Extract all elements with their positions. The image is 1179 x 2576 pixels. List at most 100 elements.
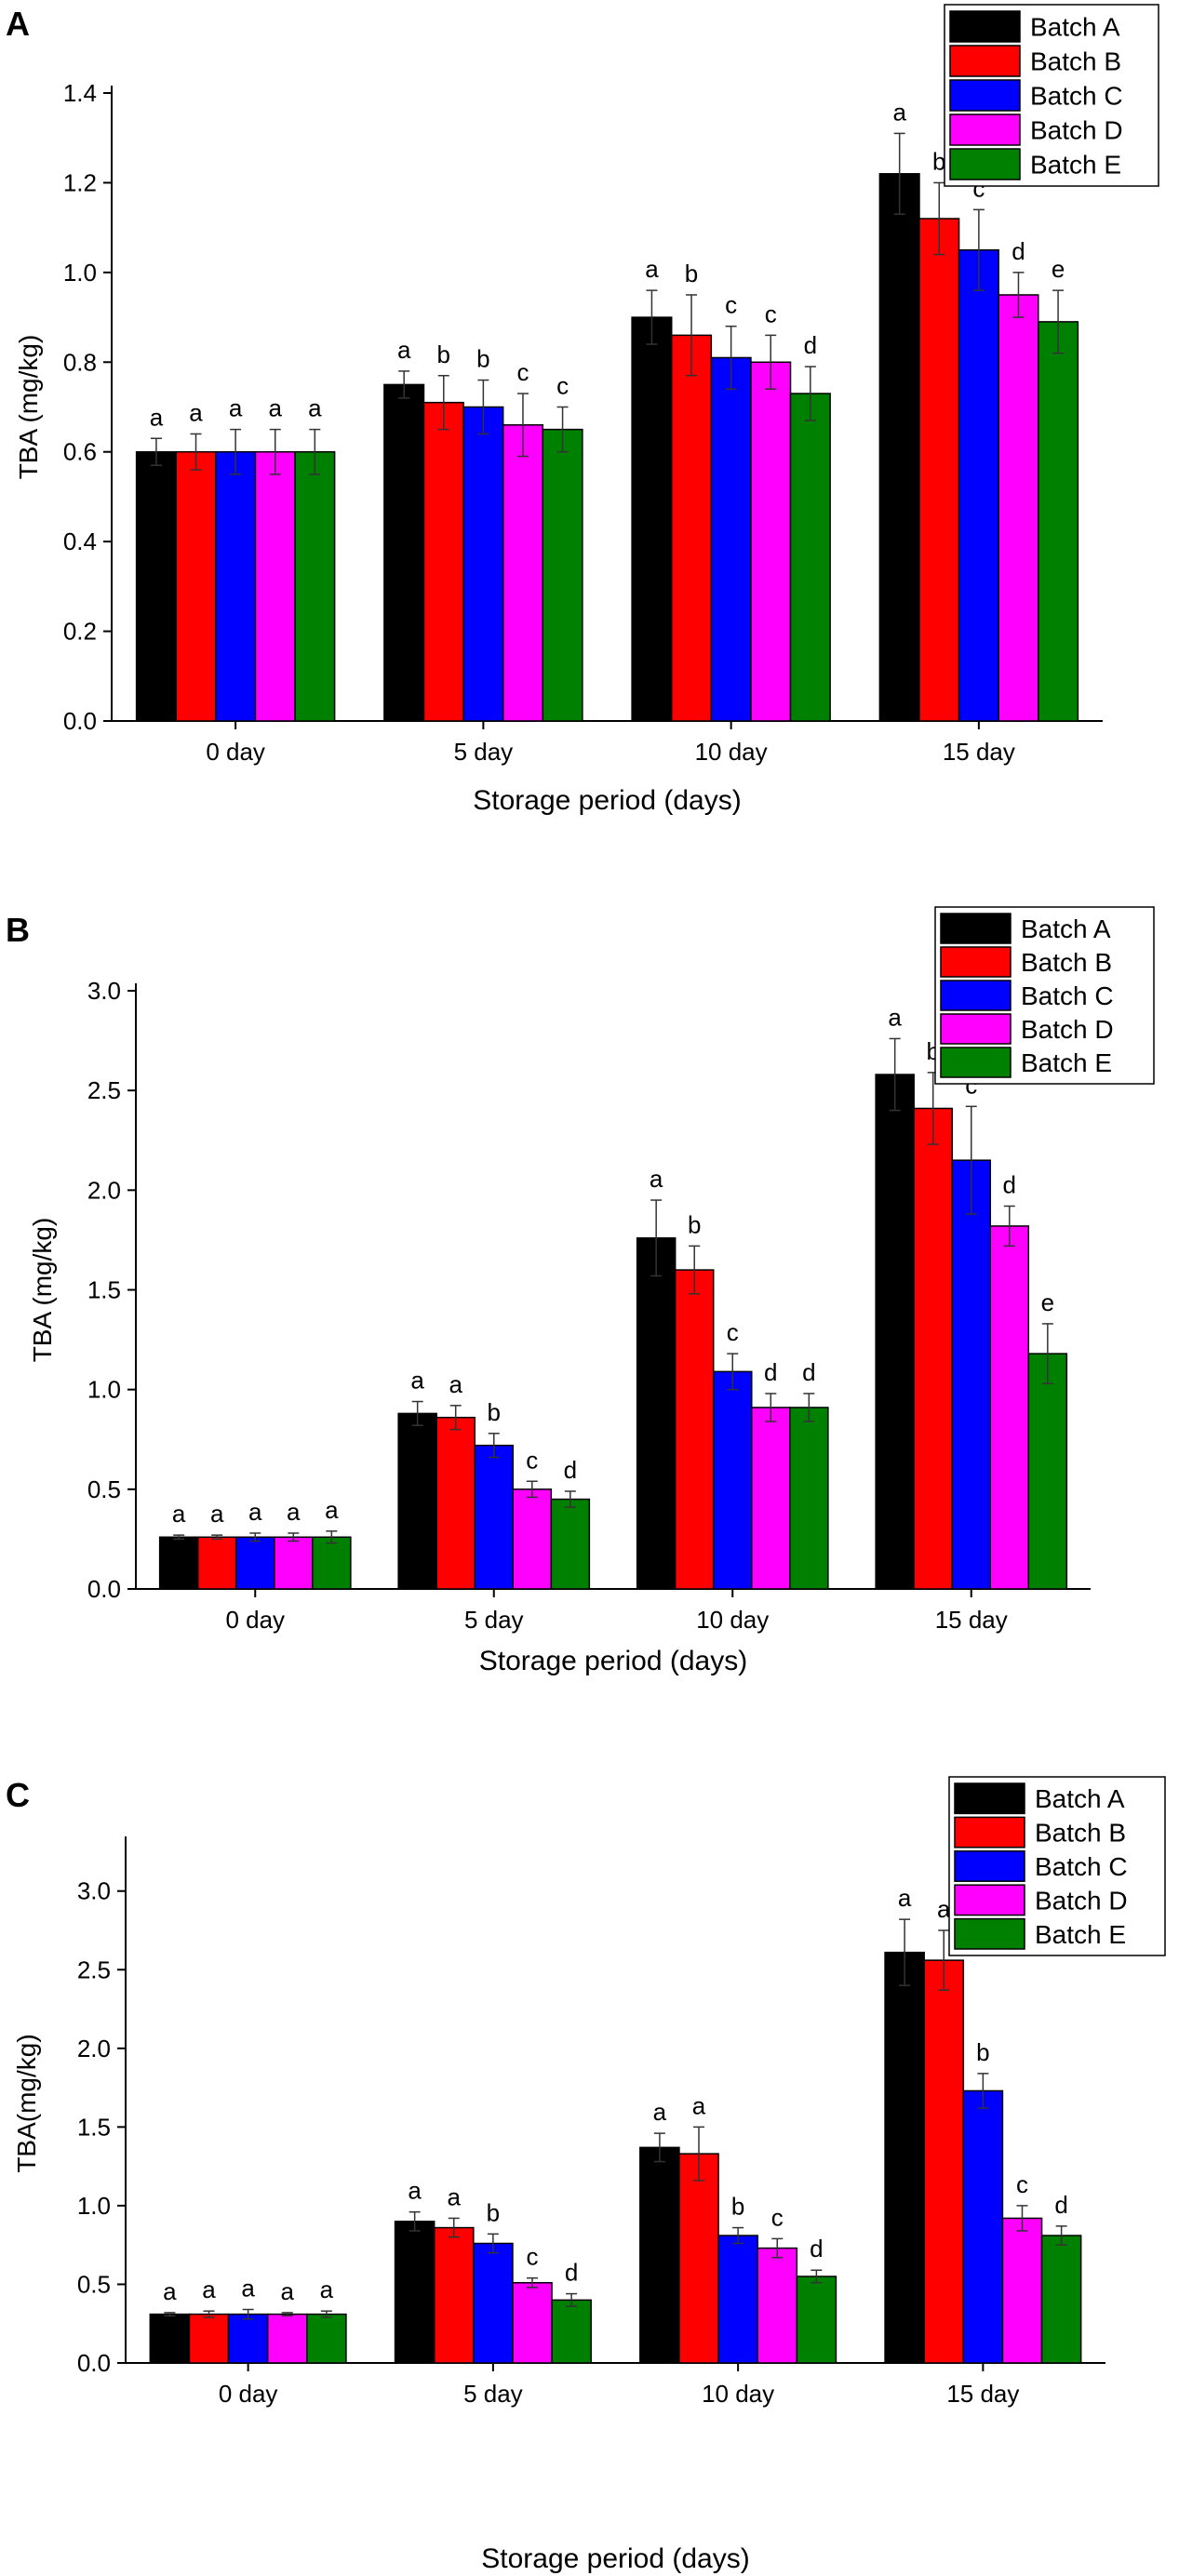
significance-letter: d [1003, 1170, 1016, 1198]
y-tick-label: 1.0 [87, 1376, 121, 1404]
y-tick-label: 3.0 [77, 1877, 111, 1905]
y-tick-label: 2.0 [87, 1176, 121, 1204]
bar-batch-a [135, 450, 177, 722]
x-tick-label: 15 day [943, 738, 1015, 766]
bar-batch-a [383, 383, 425, 722]
legend-label: Batch E [1030, 151, 1121, 180]
bar-batch-c [474, 1444, 515, 1590]
y-tick-label: 0.4 [63, 527, 97, 555]
bar-batch-a [394, 2221, 435, 2364]
bar-batch-e [789, 393, 831, 722]
bar-batch-d [1001, 2217, 1043, 2364]
legend-swatch [949, 45, 1021, 77]
significance-letter: a [397, 336, 411, 364]
x-tick-label: 10 day [695, 738, 768, 766]
significance-letter: b [437, 340, 450, 368]
x-tick-label: 5 day [463, 2380, 523, 2408]
bar-batch-a [639, 2146, 680, 2364]
legend-swatch [940, 946, 1012, 978]
y-tick-label: 1.0 [63, 259, 97, 287]
bar-batch-a [397, 1412, 437, 1590]
significance-letter: c [1016, 2170, 1028, 2198]
y-tick-label: 0.2 [63, 618, 97, 646]
significance-letter: a [172, 1500, 186, 1528]
legend-swatch [954, 1917, 1025, 1950]
y-tick-label: 2.5 [87, 1076, 121, 1104]
significance-letter: a [320, 2276, 334, 2303]
significance-letter: a [202, 2276, 216, 2303]
significance-letter: c [526, 1446, 538, 1474]
bar-batch-c [227, 2313, 269, 2364]
x-tick-label: 10 day [702, 2380, 774, 2408]
x-tick-label: 0 day [225, 1606, 285, 1634]
bar-batch-e [1038, 321, 1079, 722]
significance-letter: a [241, 2275, 255, 2302]
legend-swatch [940, 913, 1012, 944]
y-tick-label: 1.0 [77, 2192, 111, 2220]
significance-letter: a [645, 255, 659, 283]
significance-letter: a [163, 2277, 177, 2305]
bar-batch-a [631, 316, 673, 722]
bar-batch-d [266, 2313, 308, 2364]
bar-batch-b [175, 450, 217, 722]
legend-label: Batch C [1035, 1852, 1128, 1881]
bar-batch-e [551, 2299, 592, 2364]
legend-label: Batch D [1030, 116, 1123, 145]
x-tick-label: 5 day [464, 1606, 524, 1634]
significance-letter: c [725, 291, 737, 319]
legend-swatch [949, 79, 1021, 112]
bar-batch-d [750, 361, 792, 722]
significance-letter: d [810, 2235, 823, 2262]
legend-swatch [949, 10, 1021, 43]
significance-letter: c [526, 2243, 538, 2271]
significance-letter: d [802, 1358, 815, 1386]
legend-label: Batch C [1030, 82, 1123, 111]
significance-letter: d [565, 2259, 578, 2287]
significance-letter: c [727, 1318, 739, 1346]
y-tick-label: 0.0 [77, 2349, 111, 2377]
significance-letter: e [1052, 255, 1065, 283]
y-tick-label: 0.0 [87, 1575, 121, 1603]
y-tick-label: 0.0 [63, 707, 97, 735]
significance-letter: a [449, 1370, 462, 1398]
legend-label: Batch D [1035, 1886, 1128, 1915]
x-tick-label: 15 day [935, 1606, 1008, 1634]
significance-letter: a [888, 1003, 902, 1031]
x-tick-label: 15 day [946, 2380, 1019, 2408]
bar-batch-a [875, 1074, 915, 1590]
significance-letter: c [771, 2203, 784, 2231]
bar-batch-d [502, 424, 544, 722]
bar-batch-c [215, 450, 257, 722]
significance-letter: a [268, 394, 282, 422]
bar-batch-b [422, 401, 464, 722]
significance-letter: b [932, 147, 945, 175]
bar-batch-e [542, 428, 583, 722]
legend: Batch A Batch B Batch C Batch D Batch E [948, 1776, 1166, 1956]
legend-label: Batch B [1030, 47, 1121, 76]
significance-letter: d [1012, 237, 1025, 265]
bar-batch-b [913, 1107, 953, 1590]
significance-letter: b [688, 1210, 701, 1238]
y-tick-label: 3.0 [87, 977, 121, 1005]
x-tick-label: 5 day [454, 738, 514, 766]
significance-letter: a [248, 1498, 262, 1526]
bar-batch-b [923, 1959, 965, 2364]
legend-label: Batch E [1035, 1920, 1126, 1949]
bar-batch-b [196, 1536, 237, 1590]
bar-batch-a [158, 1536, 199, 1590]
x-axis-label: Storage period (days) [479, 1646, 748, 1676]
significance-letter: a [448, 2182, 462, 2210]
y-tick-label: 2.5 [77, 1955, 111, 1983]
legend-label: Batch A [1021, 914, 1111, 943]
legend-swatch [940, 1013, 1012, 1045]
legend-label: Batch B [1035, 1819, 1126, 1848]
significance-letter: a [937, 1895, 951, 1923]
bar-batch-c [958, 249, 999, 722]
significance-letter: a [189, 398, 203, 426]
bar-batch-b [435, 1416, 476, 1590]
legend-swatch [940, 980, 1012, 1011]
significance-letter: c [516, 358, 529, 386]
bar-batch-b [678, 2153, 719, 2364]
bar-batch-c [234, 1536, 275, 1590]
